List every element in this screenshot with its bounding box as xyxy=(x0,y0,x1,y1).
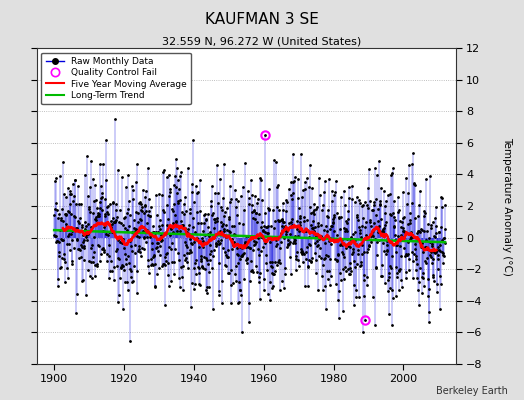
Legend: Raw Monthly Data, Quality Control Fail, Five Year Moving Average, Long-Term Tren: Raw Monthly Data, Quality Control Fail, … xyxy=(41,52,191,104)
Text: KAUFMAN 3 SE: KAUFMAN 3 SE xyxy=(205,12,319,27)
Text: 32.559 N, 96.272 W (United States): 32.559 N, 96.272 W (United States) xyxy=(162,36,362,46)
Y-axis label: Temperature Anomaly (°C): Temperature Anomaly (°C) xyxy=(502,136,512,276)
Text: Berkeley Earth: Berkeley Earth xyxy=(436,386,508,396)
